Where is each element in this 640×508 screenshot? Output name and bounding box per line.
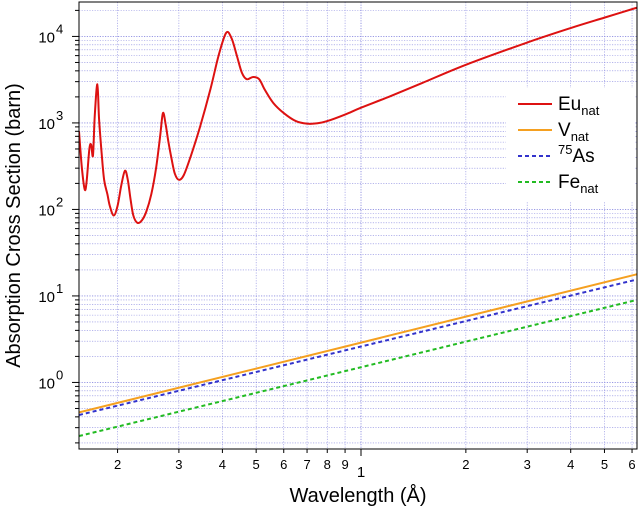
y-tick-exponent: 0 bbox=[56, 367, 63, 382]
y-axis-title: Absorption Cross Section (barn) bbox=[3, 83, 25, 368]
x-tick-label: 2 bbox=[462, 457, 469, 472]
y-tick-exponent: 1 bbox=[56, 281, 63, 296]
series-line-as bbox=[79, 278, 637, 416]
x-tick-label: 7 bbox=[303, 457, 310, 472]
legend-label-as: 75As bbox=[558, 142, 595, 167]
series-line-v bbox=[79, 273, 637, 414]
tick-marks bbox=[72, 9, 633, 456]
x-tick-label: 8 bbox=[324, 457, 331, 472]
x-tick-label: 4 bbox=[219, 457, 226, 472]
y-tick-exponent: 3 bbox=[56, 108, 63, 123]
y-tick-label: 10 bbox=[38, 375, 55, 392]
x-tick-label: 5 bbox=[253, 457, 260, 472]
y-tick-label: 10 bbox=[38, 289, 55, 306]
x-tick-label: 9 bbox=[341, 457, 348, 472]
y-tick-label: 10 bbox=[38, 116, 55, 133]
x-tick-label: 3 bbox=[524, 457, 531, 472]
x-tick-label: 5 bbox=[601, 457, 608, 472]
series-line-eu bbox=[79, 6, 637, 225]
legend-label-fe: Fenat bbox=[558, 172, 599, 196]
x-axis-title: Wavelength (Å) bbox=[289, 484, 426, 507]
x-tick-label: 3 bbox=[175, 457, 182, 472]
x-tick-label: 4 bbox=[567, 457, 574, 472]
series-line-fe bbox=[79, 298, 637, 438]
y-tick-exponent: 4 bbox=[56, 21, 63, 36]
x-tick-label: 6 bbox=[628, 457, 635, 472]
legend-label-v: Vnat bbox=[558, 120, 589, 144]
series-layer bbox=[79, 6, 637, 438]
y-tick-label: 10 bbox=[38, 29, 55, 46]
plot-frame bbox=[78, 1, 638, 450]
legend-label-eu: Eunat bbox=[558, 94, 600, 118]
x-tick-label: 2 bbox=[114, 457, 121, 472]
y-tick-label: 10 bbox=[38, 202, 55, 219]
x-tick-label: 1 bbox=[357, 464, 365, 481]
y-tick-exponent: 2 bbox=[56, 194, 63, 209]
grid bbox=[79, 2, 637, 449]
x-tick-label: 6 bbox=[280, 457, 287, 472]
